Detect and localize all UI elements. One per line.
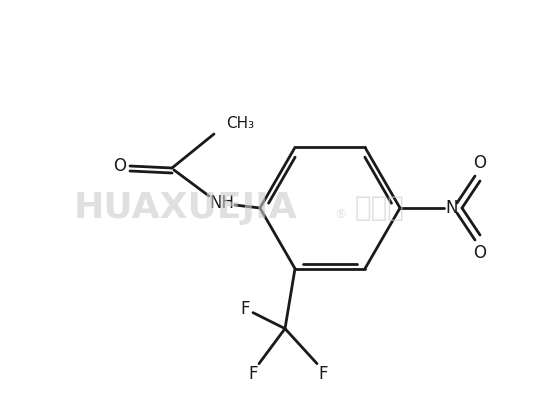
Text: F: F [248,364,258,382]
Text: O: O [114,157,127,175]
Text: CH₃: CH₃ [226,115,254,130]
Text: N: N [446,199,458,217]
Text: 化学加: 化学加 [355,194,405,222]
Text: ®: ® [334,208,346,221]
Text: F: F [240,300,250,318]
Text: O: O [474,244,487,262]
Text: O: O [474,154,487,172]
Text: HUAXUEJIA: HUAXUEJIA [73,191,297,225]
Text: F: F [318,364,328,382]
Text: NH: NH [209,194,235,212]
